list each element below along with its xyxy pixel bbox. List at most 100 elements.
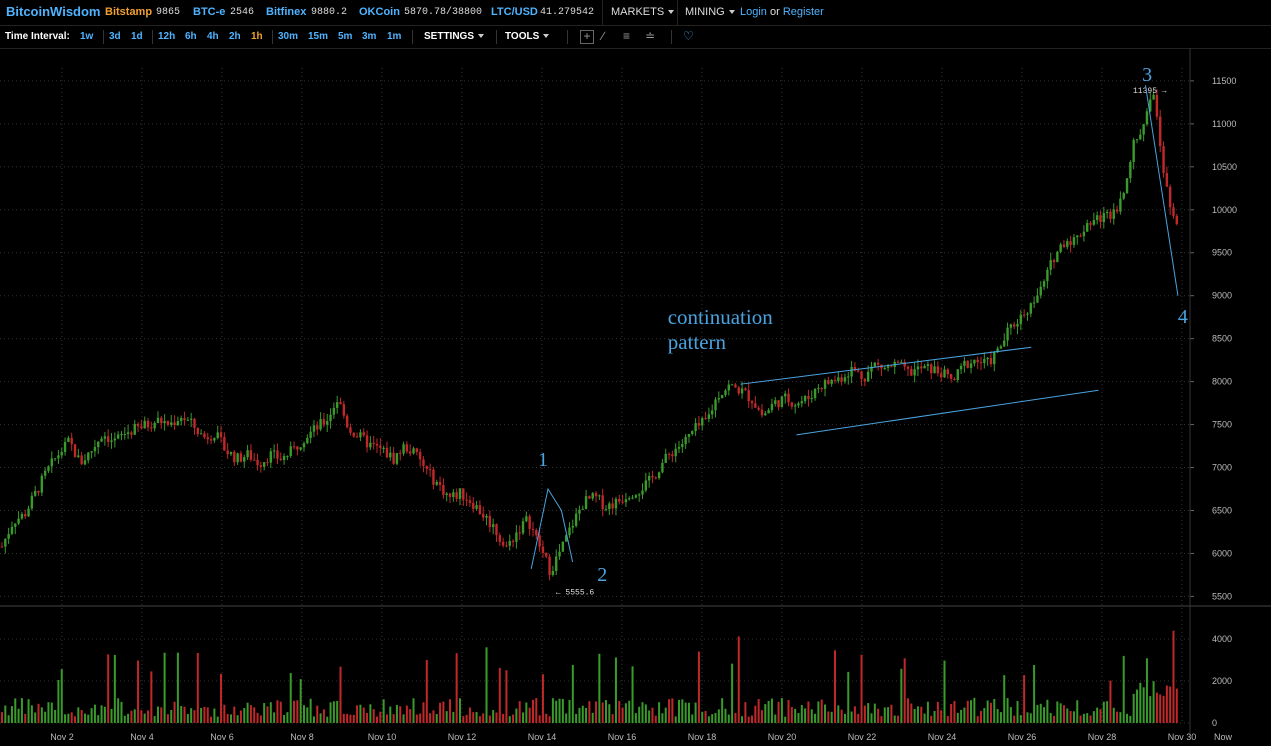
volume-bar <box>1003 675 1006 723</box>
candle-body <box>750 401 754 404</box>
candle-body <box>900 362 903 364</box>
interval-6h[interactable]: 6h <box>185 31 197 42</box>
candle-body <box>1006 327 1009 341</box>
candle-body <box>946 369 950 375</box>
candle-body <box>843 377 847 382</box>
candle-body <box>1149 99 1152 112</box>
interval-3d[interactable]: 3d <box>109 31 121 42</box>
volume-bar <box>764 704 767 723</box>
volume-bar <box>638 706 641 723</box>
candle-body <box>100 438 103 442</box>
interval-1m[interactable]: 1m <box>387 31 402 42</box>
volume-bar <box>515 708 518 723</box>
candle-body <box>624 499 628 503</box>
candle-body <box>97 441 100 448</box>
candle-body <box>1032 302 1036 304</box>
candle-body <box>80 455 83 465</box>
candle-body <box>939 373 943 378</box>
volume-bar <box>1056 701 1059 723</box>
or-text: or <box>769 6 780 18</box>
interval-2h[interactable]: 2h <box>229 31 241 42</box>
ticker-okcoin-name[interactable]: OKCoin <box>359 6 400 18</box>
x-tick-label: Nov 10 <box>368 732 397 742</box>
candle-body <box>707 414 711 419</box>
volume-bar <box>770 698 773 723</box>
candle-body <box>1022 314 1026 316</box>
interval-1h[interactable]: 1h <box>251 31 263 42</box>
candle-body <box>800 401 804 404</box>
volume-bar <box>926 701 929 723</box>
candle-body <box>684 436 687 444</box>
settings-menu[interactable]: SETTINGS <box>424 31 485 42</box>
candle-body <box>233 451 236 463</box>
crosshair-icon[interactable]: + <box>580 30 594 44</box>
volume-bar <box>319 713 322 723</box>
candle-body <box>813 388 817 399</box>
volume-bar <box>535 698 538 723</box>
volume-bar <box>827 711 830 723</box>
interval-5m[interactable]: 5m <box>338 31 353 42</box>
candle-body <box>1112 209 1115 219</box>
volume-bar <box>681 699 684 723</box>
interval-4h[interactable]: 4h <box>207 31 219 42</box>
candle-body <box>4 538 7 547</box>
candle-body <box>687 434 691 437</box>
volume-bar <box>239 710 242 723</box>
interval-3m[interactable]: 3m <box>362 31 377 42</box>
candle-body <box>475 505 478 509</box>
volume-bar <box>644 704 647 723</box>
markets-menu[interactable]: MARKETS <box>611 6 675 18</box>
volume-bar <box>897 715 900 723</box>
volume-bar <box>120 701 123 723</box>
volume-bar <box>658 702 661 723</box>
mining-menu[interactable]: MINING <box>685 6 735 18</box>
volume-bar <box>183 706 186 723</box>
candle-body <box>737 387 740 394</box>
interval-15m[interactable]: 15m <box>308 31 329 42</box>
candle-body <box>837 377 840 381</box>
candle-body <box>833 379 837 381</box>
candle-body <box>521 521 525 534</box>
volume-bar <box>253 707 256 723</box>
login-link[interactable]: Login <box>740 6 767 18</box>
candle-body <box>256 459 259 466</box>
candle-body <box>445 493 448 495</box>
interval-1d[interactable]: 1d <box>131 31 143 42</box>
candle-body <box>180 418 183 422</box>
volume-bar <box>611 714 614 723</box>
volume-bar <box>704 711 707 723</box>
volume-bar <box>999 712 1002 723</box>
fib-lines-icon[interactable]: ≡ <box>623 29 631 43</box>
line-draw-icon[interactable]: ∕ <box>602 29 605 43</box>
candle-body <box>322 419 326 425</box>
interval-30m[interactable]: 30m <box>278 31 299 42</box>
candle-body <box>47 466 50 471</box>
interval-12h[interactable]: 12h <box>158 31 176 42</box>
volume-bar <box>1152 681 1155 723</box>
volume-bar <box>1106 701 1109 723</box>
register-link[interactable]: Register <box>782 6 824 18</box>
candle-body <box>734 384 737 388</box>
ticker-btce-name[interactable]: BTC-e <box>193 6 226 18</box>
volume-bar <box>14 698 17 723</box>
ticker-ltcusd-name[interactable]: LTC/USD <box>491 6 538 18</box>
logo[interactable]: BitcoinWisdom <box>6 4 101 19</box>
candle-body <box>352 432 355 437</box>
brush-icon[interactable]: ≐ <box>645 29 656 43</box>
tools-menu[interactable]: TOOLS <box>505 31 550 42</box>
alert-bell-icon[interactable]: ♡ <box>683 29 694 43</box>
x-tick-label: Nov 4 <box>130 732 154 742</box>
candle-body <box>730 384 734 386</box>
candle-body <box>989 357 993 365</box>
volume-bar <box>903 658 906 723</box>
candle-body <box>558 551 561 557</box>
volume-bar <box>64 714 67 723</box>
candle-body <box>1072 237 1076 245</box>
interval-1w[interactable]: 1w <box>80 31 94 42</box>
volume-tick-label: 0 <box>1212 718 1217 728</box>
volume-bar <box>585 707 588 723</box>
ticker-bitfinex-name[interactable]: Bitfinex <box>266 6 307 18</box>
candle-body <box>677 447 681 449</box>
ticker-bitstamp-name[interactable]: Bitstamp <box>105 6 153 18</box>
